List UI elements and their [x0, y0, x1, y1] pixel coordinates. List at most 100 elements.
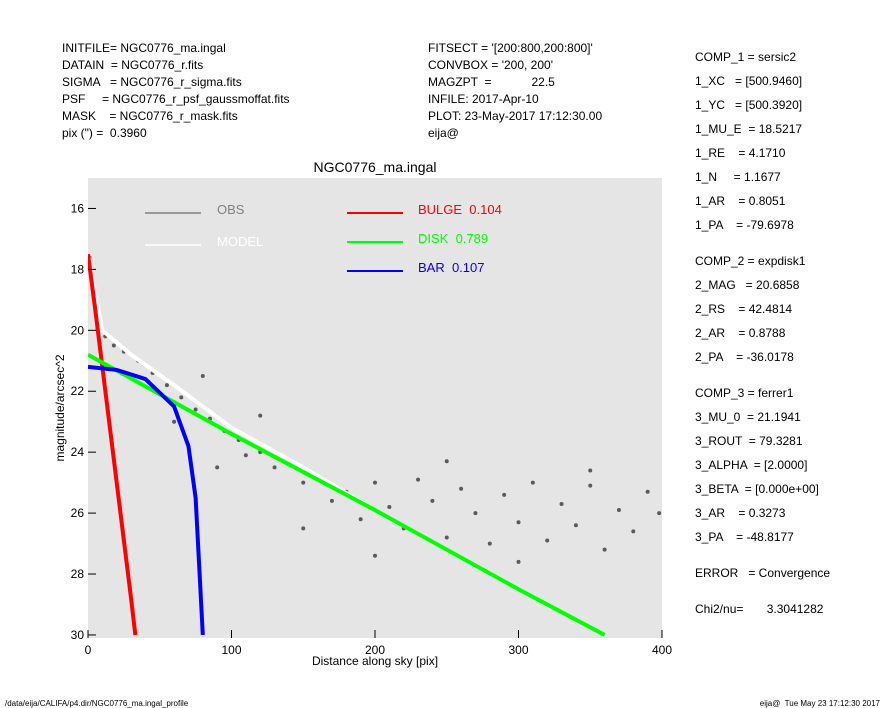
legend-label: MODEL: [217, 234, 263, 249]
header-text: INFILE: 2017-Apr-10: [428, 92, 539, 106]
parameter-text: 3_PA = -48.8177: [695, 530, 794, 544]
x-axis-label: Distance along sky [pix]: [312, 654, 438, 668]
data-point: [172, 419, 177, 424]
data-point: [301, 526, 306, 531]
header-text: eija@: [428, 126, 459, 140]
x-tick-label: 100: [221, 643, 241, 657]
data-point: [473, 511, 478, 516]
data-point: [329, 498, 334, 503]
data-point: [272, 465, 277, 470]
model-line: [88, 364, 205, 636]
header-text: PLOT: 23-May-2017 17:12:30.00: [428, 109, 602, 123]
parameter-text: 2_AR = 0.8788: [695, 326, 786, 340]
header-text: pix (") = 0.3960: [62, 126, 147, 140]
data-point: [215, 465, 220, 470]
data-point: [111, 343, 116, 348]
header-text: CONVBOX = '200, 200': [428, 58, 553, 72]
parameter-text: 1_YC = [500.3920]: [695, 98, 802, 112]
parameter-text: 1_MU_E = 18.5217: [695, 122, 802, 136]
x-tick-label: 200: [365, 643, 385, 657]
parameter-text: 1_XC = [500.9460]: [695, 74, 802, 88]
parameter-text: 3_AR = 0.3273: [695, 506, 786, 520]
data-point: [373, 553, 377, 558]
data-point: [545, 538, 550, 543]
data-point: [444, 459, 449, 464]
data-point: [487, 541, 492, 546]
data-point: [602, 547, 607, 552]
data-point: [193, 407, 198, 412]
plot-content: [88, 253, 662, 637]
parameter-text: COMP_2 = expdisk1: [695, 254, 806, 268]
chart-title: NGC0776_ma.ingal: [314, 159, 437, 175]
x-tick-label: 0: [85, 643, 92, 657]
parameter-text: 3_ROUT = 79.3281: [695, 434, 803, 448]
data-point: [444, 535, 449, 540]
header-text: PSF = NGC0776_r_psf_gaussmoffat.fits: [62, 92, 290, 106]
data-point: [459, 486, 464, 491]
legend-label: DISK 0.789: [418, 231, 488, 246]
data-point: [373, 480, 377, 485]
data-point: [645, 489, 650, 494]
legend-label: OBS: [217, 202, 245, 217]
y-tick-label: 18: [71, 262, 85, 276]
header-text: MASK = NGC0776_r_mask.fits: [62, 109, 238, 123]
header-text: DATAIN = NGC0776_r.fits: [62, 58, 203, 72]
data-point: [559, 501, 564, 506]
data-point: [179, 395, 184, 400]
parameter-text: 3_ALPHA = [2.0000]: [695, 458, 807, 472]
parameter-text: 2_PA = -36.0178: [695, 350, 794, 364]
parameter-text: 1_AR = 0.8051: [695, 194, 786, 208]
data-point: [258, 413, 263, 418]
data-point: [301, 480, 306, 485]
parameter-text: COMP_3 = ferrer1: [695, 386, 794, 400]
y-tick-label: 20: [71, 323, 85, 337]
parameter-text: 3_MU_0 = 21.1941: [695, 410, 801, 424]
data-point: [387, 505, 392, 510]
y-axis-label: magnitude/arcsec^2: [53, 354, 67, 461]
header-text: INITFILE= NGC0776_ma.ingal: [62, 41, 226, 55]
parameter-text: Chi2/nu= 3.3041282: [695, 602, 824, 616]
header-text: SIGMA = NGC0776_r_sigma.fits: [62, 75, 242, 89]
data-point: [200, 374, 205, 379]
header-text: FITSECT = '[200:800,200:800]': [428, 41, 593, 55]
x-tick-label: 400: [652, 643, 672, 657]
y-tick-label: 22: [71, 384, 85, 398]
parameter-text: 1_N = 1.1677: [695, 170, 781, 184]
data-point: [516, 520, 521, 525]
data-point: [573, 523, 578, 528]
data-point: [530, 480, 535, 485]
y-tick-label: 30: [71, 628, 85, 642]
data-point: [588, 468, 593, 473]
data-point: [430, 498, 435, 503]
data-point: [588, 483, 593, 488]
y-tick-label: 24: [71, 445, 85, 459]
parameter-text: 2_MAG = 20.6858: [695, 278, 800, 292]
data-point: [416, 477, 421, 482]
data-point: [657, 511, 662, 516]
parameter-text: COMP_1 = sersic2: [695, 50, 796, 64]
parameter-text: 3_BETA = [0.000e+00]: [695, 482, 819, 496]
data-point: [516, 559, 521, 564]
header-text: MAGZPT = 22.5: [428, 75, 555, 89]
model-line: [88, 352, 606, 637]
x-tick-label: 300: [508, 643, 528, 657]
y-tick-label: 28: [71, 567, 85, 581]
parameter-text: ERROR = Convergence: [695, 566, 830, 580]
parameter-text: 1_PA = -79.6978: [695, 218, 794, 232]
footer-right: eija@ Tue May 23 17:12:30 2017: [760, 699, 881, 708]
data-point: [164, 383, 169, 388]
legend-label: BULGE 0.104: [418, 202, 502, 217]
data-point: [616, 508, 621, 513]
data-point: [502, 492, 507, 497]
y-tick-label: 16: [71, 201, 85, 215]
footer-left: /data/eija/CALIFA/p4.dir/NGC0776_ma.inga…: [5, 699, 189, 708]
legend-label: BAR 0.107: [418, 260, 485, 275]
model-line: [88, 253, 138, 636]
y-tick-label: 26: [71, 506, 85, 520]
data-point: [358, 517, 363, 522]
data-point: [631, 529, 636, 534]
parameter-text: 1_RE = 4.1710: [695, 146, 786, 160]
data-point: [243, 453, 248, 458]
parameter-text: 2_RS = 42.4814: [695, 302, 792, 316]
